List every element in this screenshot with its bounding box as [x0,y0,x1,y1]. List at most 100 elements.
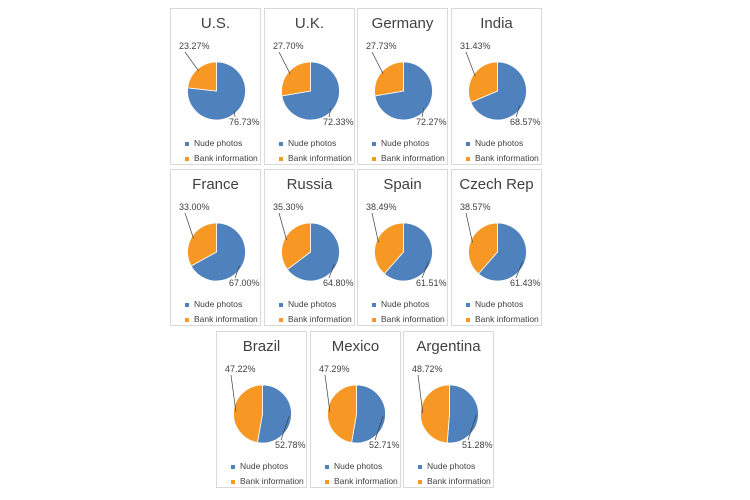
pie-chart: 27.73% 72.27% [366,41,447,127]
legend-label: Bank information [288,314,352,324]
leader-line-nude [280,416,290,441]
pie-chart: 27.70% 72.33% [273,41,354,127]
legend-swatch-nude [372,302,376,307]
pie-slice-bank-information [233,384,263,444]
pie-slice-bank-information [187,222,217,267]
pie-chart: 47.29% 52.71% [319,364,400,450]
pie-chart: 35.30% 64.80% [273,202,354,288]
legend-swatch-nude [325,464,329,469]
leader-line-nude [374,416,384,441]
pie-slice-bank-information [327,384,357,444]
slice-label-nude: 72.27% [416,117,447,127]
chart-title: Czech Rep [459,176,534,193]
chart-title: Germany [371,15,434,32]
legend-swatch-bank [231,479,235,484]
chart-title: France [192,176,239,193]
leader-line-bank [278,212,287,241]
legend-swatch-bank [372,156,376,161]
legend: Nude photos Bank information [418,459,491,489]
chart-title: Brazil [242,338,281,355]
legend-swatch-bank [372,317,376,322]
pie-slice-bank-information [468,61,498,103]
pie-slice-bank-information [420,384,450,444]
chart-panel-argentina: Argentina 48.72% 51.28% Nude photos Bank … [403,331,494,488]
legend-swatch-nude [185,141,189,146]
legend-label: Bank information [194,314,258,324]
legend-item-bank: Bank information [185,151,258,166]
legend-swatch-nude [231,464,235,469]
leader-line-nude [515,105,521,118]
legend-swatch-bank [466,317,470,322]
pie-chart: 47.22% 52.78% [225,364,306,450]
legend-label: Nude photos [381,138,430,148]
legend-swatch-nude [372,141,376,146]
legend-item-nude: Nude photos [372,136,445,151]
slice-label-bank: 31.43% [460,41,491,51]
pie-slice-nude-photos [351,384,386,444]
chart-panel-spain: Spain 38.49% 61.51% Nude photos Bank info… [357,169,448,326]
legend-label: Bank information [381,153,445,163]
leader-line-nude [421,108,425,118]
slice-label-nude: 52.78% [275,440,306,450]
pie-slice-nude-photos [286,222,340,282]
pie-chart: 33.00% 67.00% [179,202,260,288]
chart-panel-brazil: Brazil 47.22% 52.78% Nude photos Bank inf… [216,331,307,488]
chart-title: U.S. [200,15,231,32]
pie-chart: 23.27% 76.73% [179,41,260,127]
slice-label-nude: 68.57% [510,117,541,127]
pie-slice-nude-photos [256,384,292,444]
pie-chart: 38.57% 61.43% [460,202,541,288]
chart-title: Argentina [416,338,481,355]
pie-slice-bank-information [374,222,404,275]
pie-slice-bank-information [468,222,498,275]
legend-swatch-bank [185,156,189,161]
legend-label: Bank information [194,153,258,163]
chart-panel-france: France 33.00% 67.00% Nude photos Bank inf… [170,169,261,326]
legend: Nude photos Bank information [372,297,445,327]
legend-swatch-bank [279,156,283,161]
legend-swatch-nude [466,141,470,146]
legend-swatch-bank [325,479,329,484]
legend-label: Nude photos [475,138,524,148]
pie-slice-nude-photos [446,384,479,444]
pie-chart: 31.43% 68.57% [460,41,541,127]
legend-item-nude: Nude photos [185,297,258,312]
pie-chart: 38.49% 61.51% [366,202,447,288]
leader-line-nude [467,414,477,441]
slice-label-bank: 27.70% [273,41,304,51]
legend-item-bank: Bank information [466,151,539,166]
pie-slice-nude-photos [470,61,527,121]
legend-label: Nude photos [334,461,383,471]
pie-slice-bank-information [187,61,217,92]
chart-panel-india: India 31.43% 68.57% Nude photos Bank info… [451,8,542,165]
leader-line-bank [417,374,424,413]
legend-item-bank: Bank information [418,474,491,489]
legend-label: Bank information [240,476,304,486]
slice-label-nude: 61.51% [416,278,447,288]
legend-label: Bank information [334,476,398,486]
slice-label-bank: 38.49% [366,202,397,212]
legend: Nude photos Bank information [466,297,539,327]
legend-swatch-bank [418,479,422,484]
chart-title: India [480,15,513,32]
chart-panel-us: U.S. 23.27% 76.73% Nude photos Bank infor… [170,8,261,165]
legend: Nude photos Bank information [466,136,539,166]
leader-line-nude [234,265,240,279]
legend-label: Nude photos [427,461,476,471]
chart-panel-germany: Germany 27.73% 72.27% Nude photos Bank in… [357,8,448,165]
legend-label: Nude photos [288,299,337,309]
leader-line-bank [324,374,331,412]
legend-item-nude: Nude photos [466,136,539,151]
pie-slice-nude-photos [383,222,433,282]
legend-label: Nude photos [288,138,337,148]
legend-item-nude: Nude photos [185,136,258,151]
legend: Nude photos Bank information [185,136,258,166]
legend-item-nude: Nude photos [372,297,445,312]
leader-line-nude [515,261,523,279]
slice-label-nude: 61.43% [510,278,541,288]
slice-label-nude: 67.00% [229,278,260,288]
legend-item-bank: Bank information [185,312,258,327]
slice-label-bank: 48.72% [412,364,443,374]
slice-label-bank: 38.57% [460,202,491,212]
leader-line-nude [328,263,335,279]
